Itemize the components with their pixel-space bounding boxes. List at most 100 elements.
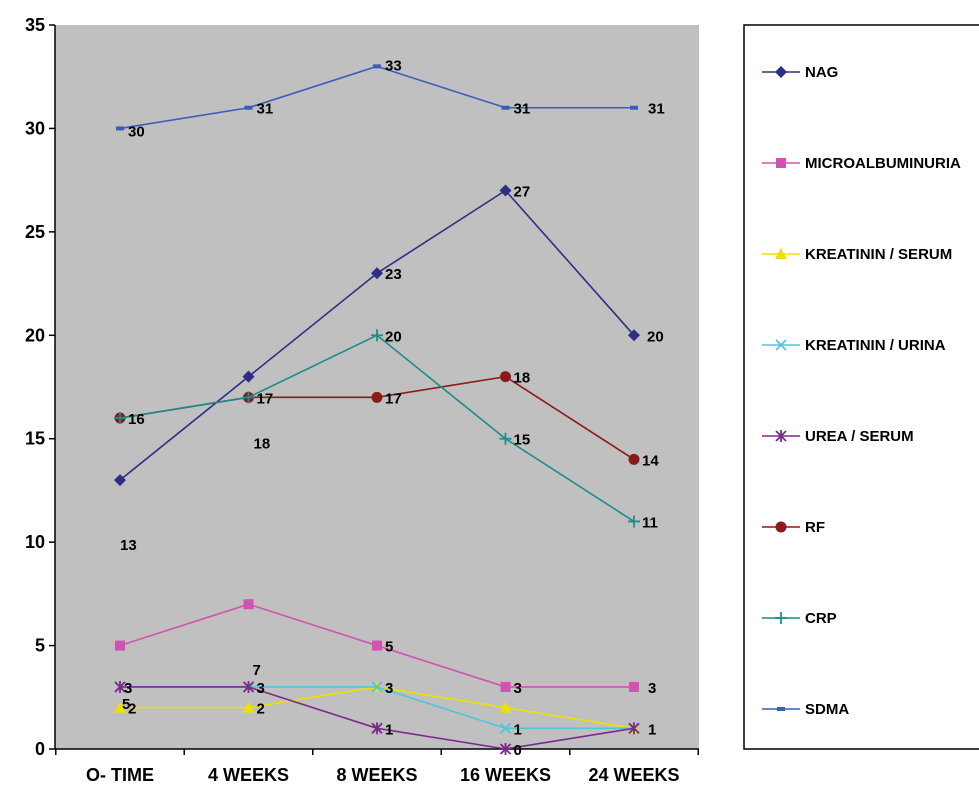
data-point-nag	[242, 370, 255, 383]
data-point-crp	[242, 391, 255, 404]
data-point-microalbuminuria	[372, 640, 382, 651]
series-microalbuminuria	[115, 599, 639, 692]
data-point-urea-serum	[628, 722, 640, 735]
legend-item-urea-serum: UREA / SERUM	[762, 428, 914, 445]
legend-marker	[775, 66, 787, 78]
data-label: 31	[648, 101, 665, 118]
legend-label: NAG	[805, 64, 838, 81]
data-point-microalbuminuria	[115, 640, 125, 651]
data-point-crp	[628, 515, 640, 528]
data-point-nag	[628, 329, 640, 342]
legend-item-sdma: SDMA	[762, 701, 849, 718]
data-point-rf	[628, 453, 640, 465]
data-point-urea-serum	[242, 680, 255, 693]
data-point-urea-serum	[114, 680, 126, 693]
data-label: 7	[253, 662, 261, 679]
legend-marker	[775, 248, 787, 259]
data-label: 15	[514, 432, 531, 449]
data-label: 30	[128, 123, 145, 140]
data-point-microalbuminuria	[500, 681, 511, 692]
y-tick-label: 10	[25, 532, 45, 552]
data-label: 5	[122, 696, 130, 713]
data-point-kreatinin-serum	[499, 701, 512, 713]
data-label: 20	[385, 328, 402, 345]
data-point-microalbuminuria	[243, 599, 254, 610]
plot-area	[55, 25, 699, 749]
legend-item-kreatinin-urina: KREATININ / URINA	[762, 337, 946, 354]
data-point-nag	[114, 474, 126, 487]
x-tick-label: 4 WEEKS	[208, 765, 289, 785]
legend: NAG MICROALBUMINURIA KREATININ / SERUM KREA…	[762, 64, 961, 718]
legend-item-nag: NAG	[762, 64, 838, 81]
data-label: 1	[385, 721, 393, 738]
data-label: 2	[257, 701, 265, 718]
data-label: 1	[648, 721, 656, 738]
data-point-crp	[371, 329, 383, 342]
series-nag	[114, 184, 640, 487]
data-label: 31	[514, 101, 531, 118]
data-label: 16	[128, 411, 145, 428]
data-label: 3	[514, 680, 522, 697]
series-group	[114, 64, 640, 755]
legend-label: MICROALBUMINURIA	[805, 155, 961, 172]
series-crp	[114, 329, 640, 528]
legend-box	[743, 24, 979, 750]
y-tick-label: 0	[35, 739, 45, 759]
y-tick-label: 25	[25, 222, 45, 242]
data-point-urea-serum	[499, 743, 512, 755]
data-point-urea-serum	[371, 722, 383, 735]
legend-marker	[775, 521, 787, 533]
data-label: 31	[257, 101, 274, 118]
data-point-sdma	[630, 105, 638, 110]
data-label: 18	[254, 436, 271, 453]
data-label: 3	[648, 680, 656, 697]
legend-item-microalbuminuria: MICROALBUMINURIA	[762, 155, 961, 172]
data-point-kreatinin-serum	[242, 701, 255, 713]
series-urea-serum	[114, 680, 640, 755]
legend-label: KREATININ / SERUM	[805, 246, 952, 263]
legend-label: KREATININ / URINA	[805, 337, 946, 354]
data-label: 23	[385, 266, 402, 283]
data-label: 17	[257, 390, 274, 407]
legend-label: SDMA	[805, 701, 849, 718]
data-label: 17	[385, 390, 402, 407]
data-point-sdma	[501, 105, 510, 110]
x-tick-label: 8 WEEKS	[336, 765, 417, 785]
legend-label: RF	[805, 519, 825, 536]
data-point-kreatinin-urina	[371, 681, 383, 693]
x-tick-label: O- TIME	[86, 765, 154, 785]
data-point-sdma	[373, 64, 381, 69]
y-tick-label: 15	[25, 429, 45, 449]
y-tick-label: 35	[25, 15, 45, 35]
legend-item-crp: CRP	[762, 610, 837, 627]
data-point-nag	[371, 267, 383, 280]
data-point-microalbuminuria	[629, 681, 639, 692]
legend-item-rf: RF	[762, 519, 825, 536]
y-tick-label: 5	[35, 636, 45, 656]
data-point-kreatinin-serum	[114, 701, 126, 713]
data-label: 27	[514, 183, 531, 200]
data-label: 33	[385, 57, 402, 74]
data-label: 13	[120, 537, 137, 554]
data-point-rf	[371, 391, 383, 403]
data-point-nag	[499, 184, 512, 197]
data-point-crp	[499, 432, 512, 445]
data-label: 3	[257, 680, 265, 697]
legend-item-kreatinin-serum: KREATININ / SERUM	[762, 246, 952, 263]
data-point-kreatinin-urina	[499, 722, 512, 734]
legend-label: CRP	[805, 610, 837, 627]
series-sdma	[116, 64, 638, 131]
data-point-crp	[114, 412, 126, 425]
data-label: 20	[647, 328, 664, 345]
x-tick-label: 16 WEEKS	[460, 765, 551, 785]
x-tick-label: 24 WEEKS	[588, 765, 679, 785]
y-tick-label: 30	[25, 118, 45, 138]
data-label: 3	[124, 680, 132, 697]
data-label: 0	[514, 742, 522, 759]
data-label: 2	[128, 701, 136, 718]
y-tick-label: 20	[25, 325, 45, 345]
data-point-rf	[500, 371, 511, 383]
